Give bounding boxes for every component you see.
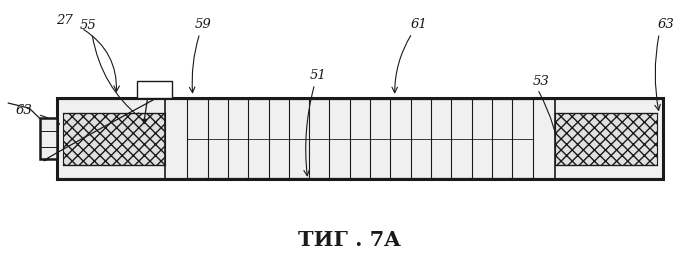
Text: 55: 55 [80, 19, 96, 32]
Text: 61: 61 [411, 18, 428, 31]
Bar [40, 118, 57, 159]
Text: ΤИГ . 7A: ΤИГ . 7A [298, 230, 401, 250]
Text: 51: 51 [310, 69, 326, 82]
Bar [57, 98, 663, 179]
Bar [62, 113, 165, 165]
Text: 63: 63 [658, 18, 675, 31]
Bar [137, 81, 172, 98]
Bar [555, 113, 657, 165]
Text: 63: 63 [15, 104, 32, 117]
Text: 59: 59 [195, 18, 212, 31]
Text: 53: 53 [533, 75, 549, 88]
Text: 27: 27 [56, 14, 73, 27]
